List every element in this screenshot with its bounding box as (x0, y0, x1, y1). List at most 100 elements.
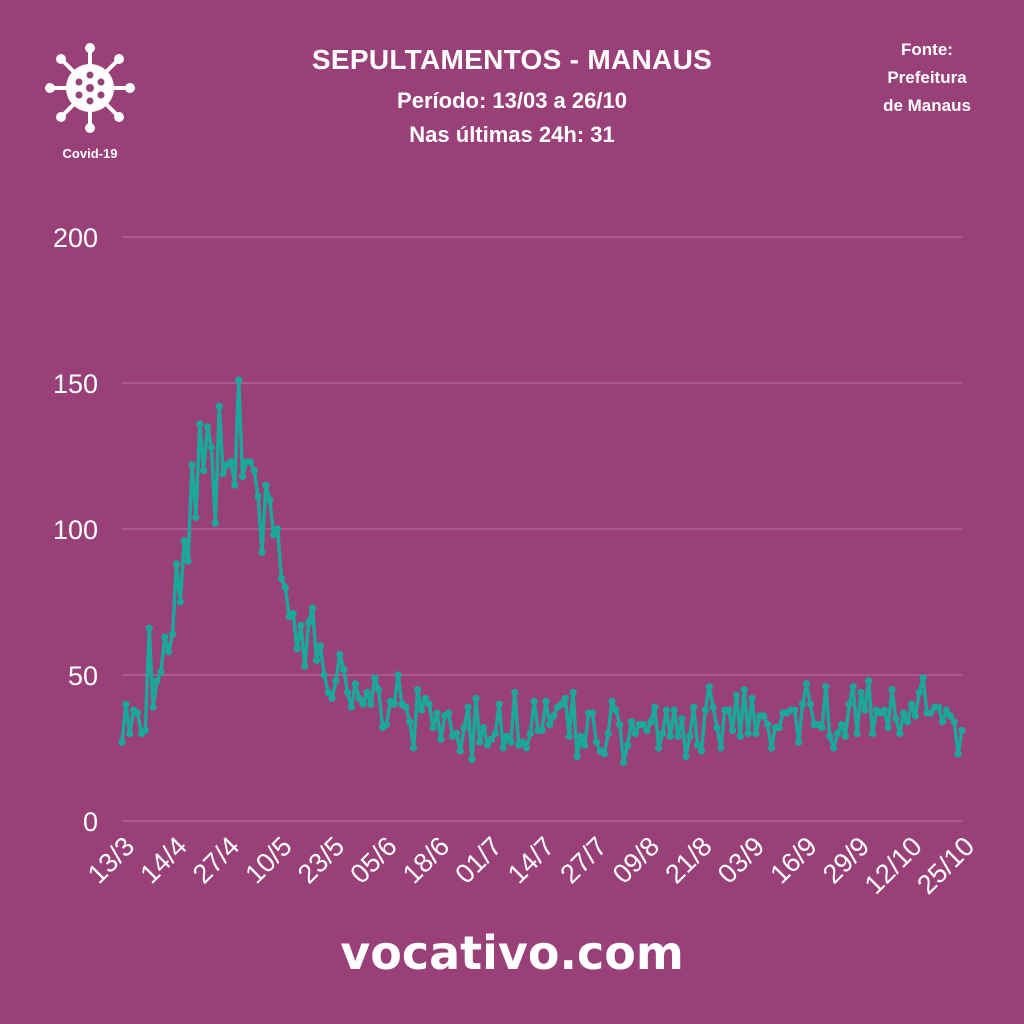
x-tick-label: 14/4 (134, 831, 192, 889)
data-point (767, 744, 776, 752)
data-point (468, 756, 476, 764)
data-point (577, 732, 585, 740)
logo-caption: Covid-19 (62, 146, 118, 161)
data-point (674, 732, 682, 740)
data-point (666, 732, 674, 740)
data-point (343, 688, 352, 697)
data-point (235, 376, 243, 384)
data-point (460, 723, 468, 732)
x-tick-label: 13/3 (82, 831, 140, 889)
data-point (849, 683, 857, 691)
source-org-2: de Manaus (883, 96, 971, 115)
data-point (833, 729, 842, 738)
y-tick-label: 150 (53, 369, 98, 399)
data-point (907, 700, 916, 708)
data-point (367, 700, 375, 708)
data-point (522, 744, 531, 752)
last-24h-text: Nas últimas 24h: 31 (409, 122, 615, 147)
data-point (798, 700, 807, 708)
data-point (658, 729, 667, 738)
data-point (760, 712, 768, 720)
data-point (717, 744, 725, 752)
y-tick-labels: 0 50 100 150 200 (53, 223, 98, 837)
data-point (791, 706, 799, 714)
data-point (417, 706, 426, 714)
y-tick-label: 0 (83, 807, 98, 837)
data-point (958, 726, 966, 735)
data-point (542, 697, 550, 705)
data-point (903, 718, 912, 726)
data-point (686, 732, 694, 740)
data-point (868, 729, 877, 738)
data-point (616, 721, 624, 729)
data-point (371, 674, 379, 682)
data-point (499, 744, 507, 752)
data-point (732, 691, 741, 700)
data-point (211, 519, 219, 527)
data-point (837, 721, 846, 729)
data-point (826, 732, 834, 740)
data-point (184, 557, 192, 565)
data-point (359, 700, 367, 708)
data-point (452, 729, 461, 738)
data-point (662, 706, 671, 714)
data-point (655, 744, 663, 752)
data-point (795, 738, 803, 746)
data-point (880, 706, 888, 714)
data-point (802, 680, 811, 688)
x-tick-label: 09/8 (607, 831, 665, 889)
data-point (308, 604, 317, 612)
x-tick-label: 27/4 (187, 831, 245, 889)
data-point (588, 709, 597, 717)
data-point (165, 648, 173, 656)
y-tick-label: 50 (68, 661, 98, 691)
data-point (192, 513, 200, 521)
data-point (406, 718, 414, 726)
data-point (172, 560, 181, 568)
header: Covid-19 SEPULTAMENTOS - MANAUS Período:… (0, 0, 1024, 161)
data-point (736, 732, 744, 740)
data-point (822, 683, 830, 691)
data-point (351, 680, 359, 688)
data-point (340, 665, 348, 673)
data-point (888, 686, 896, 694)
data-point (487, 735, 496, 743)
data-point (231, 481, 239, 489)
data-point (830, 744, 838, 752)
data-point (153, 677, 161, 685)
x-tick-label: 10/5 (239, 831, 297, 889)
data-point (631, 729, 639, 738)
data-point (620, 759, 628, 767)
data-point (748, 694, 756, 702)
data-point (942, 706, 951, 714)
data-point (258, 548, 266, 556)
data-point (157, 668, 165, 676)
data-point (678, 715, 686, 723)
data-point (592, 738, 601, 746)
data-point (950, 718, 958, 726)
period-text: Período: 13/03 a 26/10 (397, 88, 627, 113)
x-tick-label: 01/7 (449, 831, 507, 889)
data-point (301, 662, 309, 670)
data-point (277, 575, 286, 583)
data-point (697, 747, 706, 755)
source-org-1: Prefeitura (887, 68, 967, 87)
data-point (390, 700, 398, 708)
data-point (246, 458, 254, 466)
source-note: Fonte: Prefeitura de Manaus (872, 36, 982, 120)
source-label: Fonte: (901, 40, 953, 59)
data-point (927, 709, 935, 717)
x-tick-label: 05/6 (344, 831, 402, 889)
data-point (402, 703, 410, 711)
data-point (203, 423, 212, 431)
data-point (250, 467, 258, 475)
data-point (476, 738, 484, 746)
data-point (612, 706, 620, 714)
data-point (853, 729, 861, 738)
data-point (900, 709, 908, 717)
data-point (413, 686, 422, 694)
data-point (600, 750, 608, 758)
data-point (464, 703, 472, 711)
data-point (550, 712, 558, 720)
data-point (690, 703, 698, 711)
